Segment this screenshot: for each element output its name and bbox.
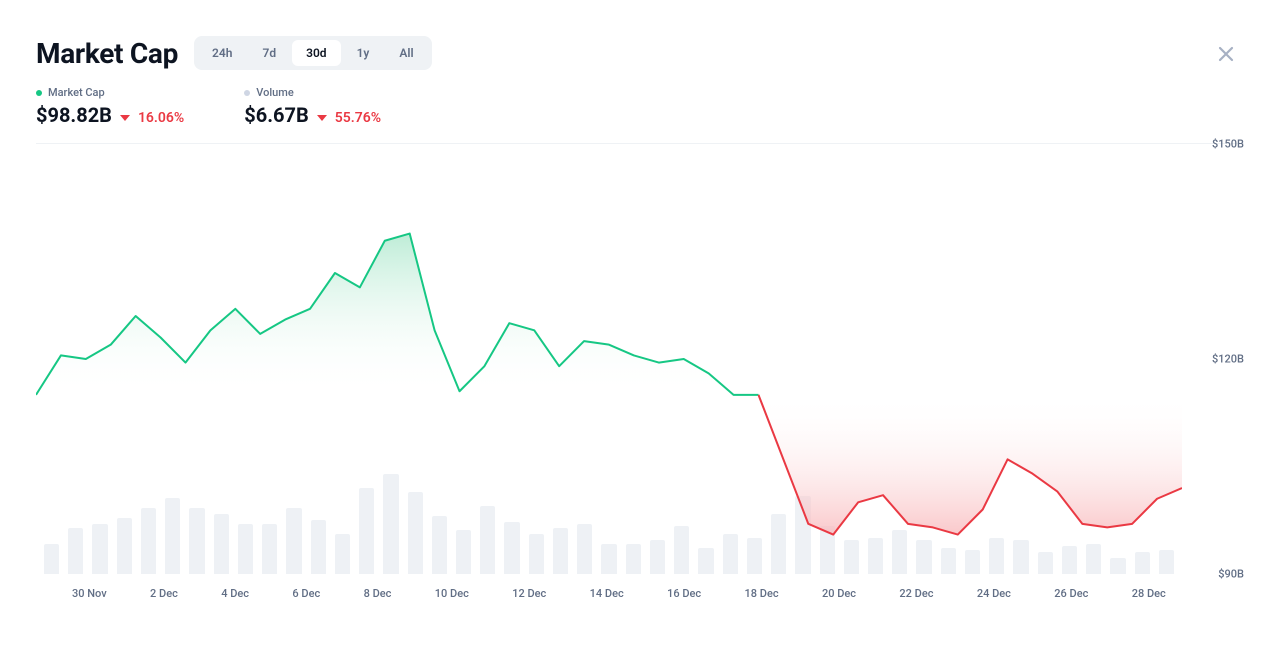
range-tab-1y[interactable]: 1y: [343, 40, 384, 66]
x-axis-label: 20 Dec: [822, 587, 856, 600]
x-axis-label: 8 Dec: [364, 587, 392, 600]
x-axis-label: 12 Dec: [512, 587, 546, 600]
y-axis-label: $150B: [1212, 138, 1244, 151]
x-axis-label: 28 Dec: [1132, 587, 1166, 600]
y-axis-label: $120B: [1212, 353, 1244, 366]
range-tab-30d[interactable]: 30d: [292, 40, 340, 66]
range-tab-7d[interactable]: 7d: [248, 40, 290, 66]
x-axis-label: 6 Dec: [292, 587, 320, 600]
range-tabs: 24h7d30d1yAll: [194, 36, 432, 70]
caret-down-icon: [317, 115, 327, 121]
x-axis-label: 14 Dec: [590, 587, 624, 600]
market-cap-value: $98.82B: [36, 103, 112, 127]
caret-down-icon: [120, 115, 130, 121]
x-axis-label: 16 Dec: [667, 587, 701, 600]
x-axis-label: 30 Nov: [72, 587, 107, 600]
x-axis-label: 26 Dec: [1054, 587, 1088, 600]
x-axis-label: 10 Dec: [435, 587, 469, 600]
stat-volume: Volume $6.67B 55.76%: [244, 86, 381, 127]
chart-svg: [36, 144, 1182, 574]
close-button[interactable]: [1212, 40, 1240, 68]
page-title: Market Cap: [36, 37, 178, 70]
market-cap-chart[interactable]: $150B$120B$90B 30 Nov2 Dec4 Dec6 Dec8 De…: [36, 144, 1182, 574]
close-icon: [1218, 46, 1234, 62]
x-axis-label: 4 Dec: [221, 587, 249, 600]
x-axis-label: 24 Dec: [977, 587, 1011, 600]
market-cap-label: Market Cap: [48, 86, 105, 99]
range-tab-24h[interactable]: 24h: [198, 40, 246, 66]
x-axis-label: 22 Dec: [899, 587, 933, 600]
x-axis-label: 2 Dec: [150, 587, 178, 600]
market-cap-change: 16.06%: [138, 110, 184, 126]
volume-value: $6.67B: [244, 103, 308, 127]
volume-dot-icon: [244, 90, 250, 96]
volume-change: 55.76%: [335, 110, 381, 126]
market-cap-dot-icon: [36, 90, 42, 96]
x-axis-labels: 30 Nov2 Dec4 Dec6 Dec8 Dec10 Dec12 Dec14…: [36, 569, 1182, 582]
x-axis-label: 18 Dec: [745, 587, 779, 600]
y-axis-label: $90B: [1218, 568, 1244, 581]
range-tab-all[interactable]: All: [385, 40, 427, 66]
volume-label: Volume: [256, 86, 294, 99]
stat-market-cap: Market Cap $98.82B 16.06%: [36, 86, 184, 127]
